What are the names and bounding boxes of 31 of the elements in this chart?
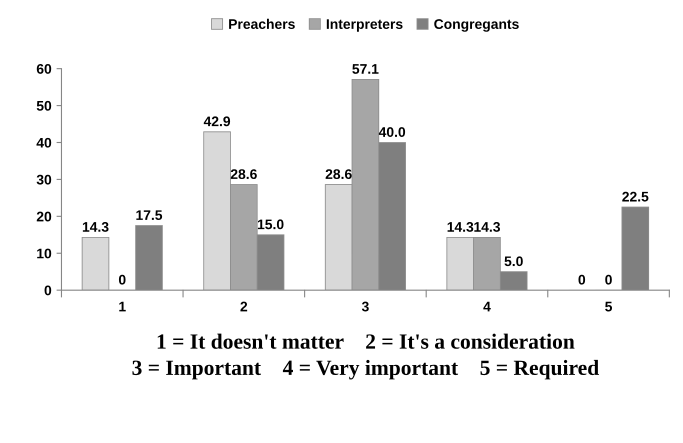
data-label: 5.0 [504, 256, 523, 266]
y-tick-label: 30 [36, 174, 52, 185]
data-label: 57.1 [352, 64, 379, 74]
x-tick-label: 4 [483, 302, 491, 312]
x-tick-label: 2 [240, 302, 248, 312]
data-label: 17.5 [136, 210, 162, 220]
data-label: 14.3 [448, 222, 474, 232]
data-label: 22.5 [622, 192, 648, 202]
data-label: 0 [118, 274, 126, 285]
data-label: 28.6 [230, 169, 257, 180]
legend-label: Congregants [434, 19, 519, 32]
data-label: 40.0 [378, 127, 406, 137]
x-axis-title: 1 = It doesn't matter 2 = It's a consideration 3 = Important 4 = Very important 5 = Required [132, 334, 599, 380]
data-label: 14.3 [474, 222, 500, 232]
y-tick-label: 20 [36, 212, 52, 222]
y-tick-label: 10 [37, 248, 52, 258]
x-tick-label: 1 [119, 302, 126, 312]
y-tick-label: 40 [36, 138, 52, 148]
x-tick-label: 3 [362, 302, 369, 312]
data-label: 15.0 [258, 219, 284, 230]
data-label: 0 [605, 274, 612, 285]
data-label: 0 [578, 274, 586, 285]
legend-label: Interpreters [326, 19, 403, 32]
legend-label: Preachers [229, 18, 295, 29]
y-tick-label: 0 [44, 286, 52, 296]
y-tick-label: 50 [36, 100, 52, 111]
x-tick-label: 5 [605, 302, 612, 312]
data-label: 42.9 [204, 116, 230, 126]
data-label: 14.3 [82, 222, 109, 232]
y-tick-label: 60 [36, 64, 52, 74]
data-label: 28.6 [326, 169, 352, 180]
